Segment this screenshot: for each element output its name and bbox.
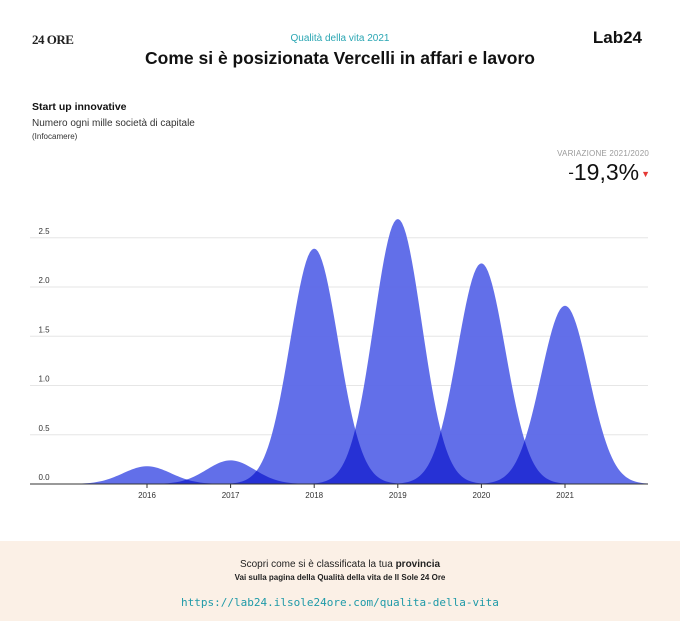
area-hump-2019[interactable] [80, 219, 648, 484]
footer-cta: Scopri come si è classificata la tua pro… [0, 559, 680, 570]
area-hump-2016[interactable] [80, 466, 648, 484]
footer-subtext: Vai sulla pagina della Qualità della vit… [234, 573, 446, 582]
y-tick-label: 0.0 [38, 473, 50, 482]
footer-cta-text: Scopri come si è classificata la tua [239, 559, 396, 570]
area-hump-2021[interactable] [80, 305, 648, 484]
x-tick-label: 2017 [222, 491, 240, 500]
footer-link[interactable]: https://lab24.ilsole24ore.com/qualita-de… [181, 596, 499, 609]
lab24-logo[interactable]: Lab24 [592, 28, 642, 47]
footer: Scopri come si è classificata la tua pro… [0, 541, 680, 621]
y-tick-label: 1.0 [38, 375, 50, 384]
series-humps [80, 219, 648, 484]
y-tick-label: 2.0 [38, 276, 50, 285]
y-tick-label: 2.5 [38, 227, 50, 236]
kicker: Qualità della vita 2021 [290, 33, 390, 44]
y-tick-label: 0.5 [38, 424, 50, 433]
area-hump-2017[interactable] [80, 460, 648, 484]
x-tick-label: 2018 [305, 491, 323, 500]
header: 24 ORE Qualità della vita 2021 Lab24 Com… [0, 0, 680, 80]
variation-value: -19,3% ▼ [568, 159, 650, 186]
x-tick-label: 2019 [389, 491, 407, 500]
area-hump-2020[interactable] [80, 263, 648, 484]
page-title: Come si è posizionata Vercelli in affari… [145, 48, 535, 68]
x-tick-label: 2020 [473, 491, 491, 500]
sole24ore-logo[interactable]: 24 ORE [32, 32, 74, 47]
indicator-description: Numero ogni mille società di capitale [32, 118, 195, 129]
indicator-source: (Infocamere) [32, 132, 78, 141]
variation-number: 19,3% [573, 159, 640, 185]
down-arrow-icon: ▼ [641, 169, 650, 179]
indicator-name: Start up innovative [32, 101, 127, 113]
x-tick-label: 2021 [556, 491, 574, 500]
variation-label: VARIAZIONE 2021/2020 [557, 149, 649, 158]
area-chart: 0.0 0.5 1.0 1.5 2.0 2.5 2016 2017 2018 2019 2020 20… [30, 219, 648, 500]
y-tick-label: 1.5 [38, 325, 50, 334]
variation-sign: - [568, 163, 574, 182]
footer-cta-bold: provincia [395, 559, 441, 570]
x-tick-label: 2016 [138, 491, 156, 500]
